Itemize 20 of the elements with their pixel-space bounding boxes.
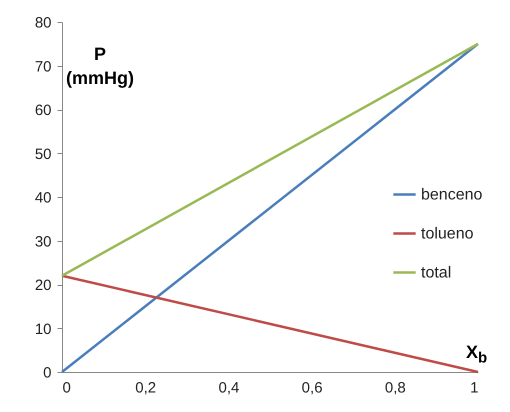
- x-tick-label: 0: [62, 380, 71, 396]
- x-tick-label: 0,4: [218, 380, 240, 396]
- y-tick-label: 0: [43, 364, 52, 382]
- y-tick-label: 70: [34, 58, 52, 76]
- x-axis-title: X$_{b}$: [466, 341, 488, 369]
- y-tick-label: 80: [34, 14, 52, 32]
- y-axis-title: P (mmHg): [66, 43, 134, 90]
- y-tick-label: 20: [34, 277, 52, 294]
- legend-label: total: [421, 264, 452, 282]
- x-tick-label: 0,2: [135, 380, 156, 396]
- y-tick-label: 10: [34, 320, 52, 338]
- x-tick-label: 0,8: [384, 380, 406, 396]
- y-tick-label: 40: [34, 190, 52, 206]
- x-tick-label: 1: [470, 380, 478, 396]
- legend-label: benceno: [421, 186, 482, 204]
- y-tick-label: 60: [34, 102, 52, 119]
- x-tick-label: 0,6: [302, 380, 323, 396]
- legend-label: tolueno: [421, 226, 474, 242]
- y-tick-label: 30: [34, 233, 52, 250]
- y-tick-label: 50: [34, 146, 52, 163]
